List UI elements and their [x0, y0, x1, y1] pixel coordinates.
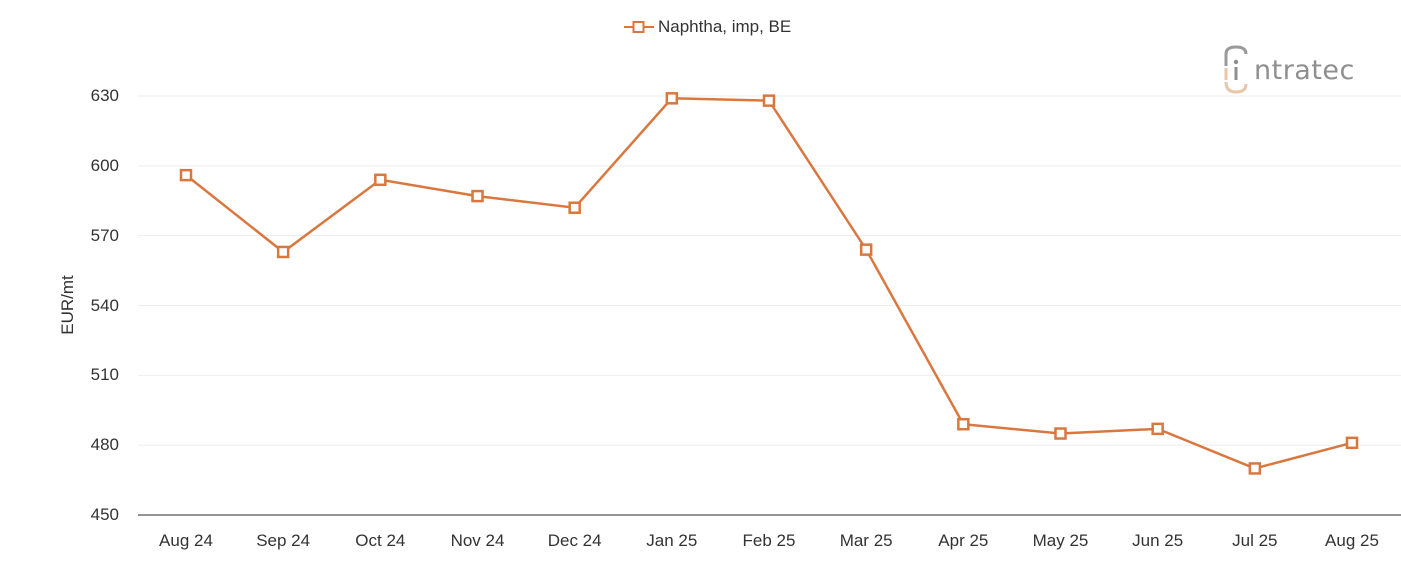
x-tick-label: Aug 25	[1325, 531, 1379, 550]
data-point-marker[interactable]	[762, 94, 776, 107]
data-point-marker[interactable]	[665, 92, 679, 105]
legend-square-marker-icon	[624, 21, 654, 33]
x-tick-label: Sep 24	[256, 531, 311, 550]
data-point-marker[interactable]	[1345, 436, 1359, 450]
chart-legend[interactable]: Naphtha, imp, BE	[624, 17, 791, 37]
naphtha-series-line	[185, 97, 1353, 470]
x-tick-label: May 25	[1032, 531, 1089, 550]
x-tick-label: Dec 24	[547, 531, 602, 550]
x-tick-label: Nov 24	[450, 531, 505, 550]
data-point-markers	[179, 92, 1359, 475]
x-tick-label: Apr 25	[938, 531, 989, 550]
data-point-marker[interactable]	[1248, 462, 1262, 475]
y-tick-label: 510	[90, 365, 119, 385]
data-point-marker[interactable]	[1151, 422, 1164, 436]
y-tick-label: 570	[90, 225, 119, 245]
gridlines	[138, 95, 1401, 446]
x-tick-label: Jul 25	[1232, 531, 1278, 550]
y-axis-label: EUR/mt	[58, 275, 77, 335]
x-tick-label: Jun 25	[1132, 531, 1184, 550]
intratec-logo: ntratec	[1222, 44, 1355, 96]
data-point-marker[interactable]	[568, 201, 581, 214]
x-tick-label: Jan 25	[646, 531, 698, 550]
y-tick-label: 450	[90, 505, 119, 524]
data-point-marker[interactable]	[471, 189, 484, 203]
data-point-marker[interactable]	[1054, 427, 1067, 440]
intratec-logo-icon	[1224, 45, 1248, 94]
data-point-marker[interactable]	[179, 168, 193, 182]
x-tick-label: Aug 24	[159, 531, 213, 550]
data-point-marker[interactable]	[374, 173, 387, 187]
legend-label: Naphtha, imp, BE	[658, 17, 792, 36]
y-tick-label: 600	[90, 155, 119, 175]
data-point-marker[interactable]	[276, 245, 290, 259]
data-point-marker[interactable]	[859, 243, 873, 256]
logo-text: ntratec	[1254, 54, 1355, 86]
x-tick-label: Mar 25	[839, 531, 893, 550]
y-tick-label: 540	[90, 295, 119, 315]
x-tick-label: Feb 25	[742, 531, 796, 550]
y-tick-label: 630	[90, 86, 119, 105]
x-tick-label: Oct 24	[355, 531, 406, 550]
y-tick-label: 480	[90, 435, 119, 455]
data-point-marker[interactable]	[957, 417, 970, 431]
